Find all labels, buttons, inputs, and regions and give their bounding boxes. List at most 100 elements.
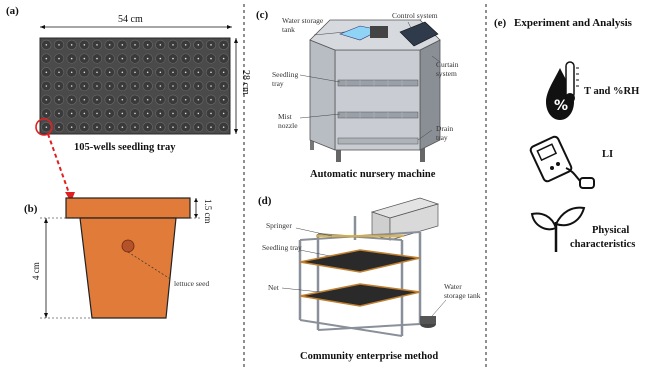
tray-well-hole	[45, 85, 48, 87]
plant-sprout-icon	[530, 206, 586, 252]
control-system-box	[399, 21, 439, 47]
tray-well-hole	[184, 85, 187, 87]
panel-d-caption: Community enterprise method	[300, 351, 439, 362]
item-li: LI	[602, 149, 614, 160]
tray-well-hole	[96, 112, 98, 115]
rim-height-label: 1.5 cm	[203, 199, 213, 224]
highlight-circle	[35, 118, 53, 136]
label-water-storage-tank-d: Water storage tank	[444, 282, 481, 300]
lower-seedling-tray	[299, 283, 421, 307]
tray-well-hole	[108, 126, 111, 128]
tray-well-hole	[121, 57, 124, 60]
tray-well-hole	[210, 57, 212, 60]
label-drain-tray: Drain tray	[436, 124, 454, 142]
label-springer: Springer	[266, 221, 292, 230]
tray-well-hole	[159, 85, 162, 87]
tray-well-hole	[197, 98, 200, 101]
tray-well-hole	[83, 85, 86, 87]
panel-a-label: (a)	[6, 5, 19, 17]
tray-well-hole	[134, 98, 136, 101]
tray-well-hole	[146, 112, 149, 115]
tray-well-hole	[58, 126, 60, 128]
tray-well-hole	[210, 44, 212, 46]
tray-well-hole	[58, 112, 60, 115]
tray-well-hole	[197, 126, 200, 128]
tray-well-hole	[83, 44, 86, 46]
tray-well-hole	[172, 112, 174, 115]
tray-well-hole	[70, 57, 73, 60]
tray-well-hole	[222, 44, 225, 46]
label-seedling-tray-d: Seedling tray	[262, 243, 302, 252]
thermometer-humidity-icon: %	[546, 61, 579, 120]
panel-a-caption: 105-wells seedling tray	[74, 142, 176, 153]
tray-well-hole	[159, 57, 162, 60]
panel-c-label: (c)	[256, 9, 269, 21]
tray-well-hole	[222, 98, 225, 101]
tray-wells	[41, 39, 229, 133]
tray-well-hole	[96, 44, 98, 46]
tray-well-hole	[58, 85, 60, 87]
upper-seedling-tray	[299, 249, 421, 273]
panel-c-diagram	[299, 19, 441, 162]
tray-well-hole	[121, 44, 124, 46]
tray-well-hole	[70, 126, 73, 128]
tray-well-hole	[184, 44, 187, 46]
tray-well-hole	[108, 44, 111, 46]
tray-well-hole	[146, 98, 149, 101]
label-curtain-system: Curtain system	[436, 60, 459, 78]
seed-leader-line	[127, 251, 173, 281]
tray-well-hole	[45, 126, 48, 128]
tray-well-hole	[121, 112, 124, 115]
machine-front	[334, 49, 421, 151]
panel-c-caption: Automatic nursery machine	[310, 169, 436, 180]
tray-well-hole	[70, 98, 73, 101]
panel-d-label: (d)	[258, 195, 272, 207]
panel-b-label: (b)	[24, 203, 38, 215]
tray-well-hole	[159, 98, 162, 101]
tray-well-hole	[184, 71, 187, 74]
tray-well-hole	[184, 57, 187, 60]
tray-well-hole	[96, 57, 98, 60]
item-characteristics: characteristics	[570, 239, 636, 250]
tray-well-hole	[108, 98, 111, 101]
tray-well-hole	[96, 85, 98, 87]
tray-well-hole	[146, 44, 149, 46]
tray-well-hole	[172, 71, 174, 74]
tray-well-hole	[70, 44, 73, 46]
tray-well-hole	[108, 71, 111, 74]
panel-d-diagram	[281, 197, 447, 337]
tray-well-hole	[58, 57, 60, 60]
tray-well-hole	[210, 126, 212, 128]
tray-well-hole	[45, 98, 48, 101]
tray-well-hole	[210, 85, 212, 87]
tray-well-hole	[159, 126, 162, 128]
tray-well-hole	[134, 44, 136, 46]
seed-label: lettuce seed	[174, 279, 210, 288]
tray-well-hole	[134, 71, 136, 74]
tray-well-hole	[134, 85, 136, 87]
tray-well-hole	[83, 112, 86, 115]
panel-e-label: (e)	[494, 17, 507, 29]
tray-well-hole	[96, 71, 98, 74]
label-control-system: Control system	[392, 11, 438, 20]
tray-well-hole	[210, 98, 212, 101]
pot-body	[79, 217, 177, 319]
tray-well-hole	[58, 44, 60, 46]
panel-e-title: Experiment and Analysis	[514, 17, 632, 29]
tray-well-hole	[172, 57, 174, 60]
label-seedling-tray-c: Seedling tray	[272, 70, 299, 88]
tray-well-hole	[121, 71, 124, 74]
panel-a-diagram	[35, 25, 238, 202]
item-t-rh: T and %RH	[584, 86, 640, 97]
tray-well-hole	[184, 112, 187, 115]
tray-well-hole	[108, 85, 111, 87]
tray-well-hole	[146, 57, 149, 60]
tray-well-hole	[134, 112, 136, 115]
label-mist-nozzle: Mist nozzle	[278, 112, 298, 130]
tray-well-hole	[184, 98, 187, 101]
svg-text:%: %	[554, 98, 568, 114]
tray-well-hole	[146, 85, 149, 87]
tray-well-hole	[83, 57, 86, 60]
tray-well-hole	[210, 112, 212, 115]
